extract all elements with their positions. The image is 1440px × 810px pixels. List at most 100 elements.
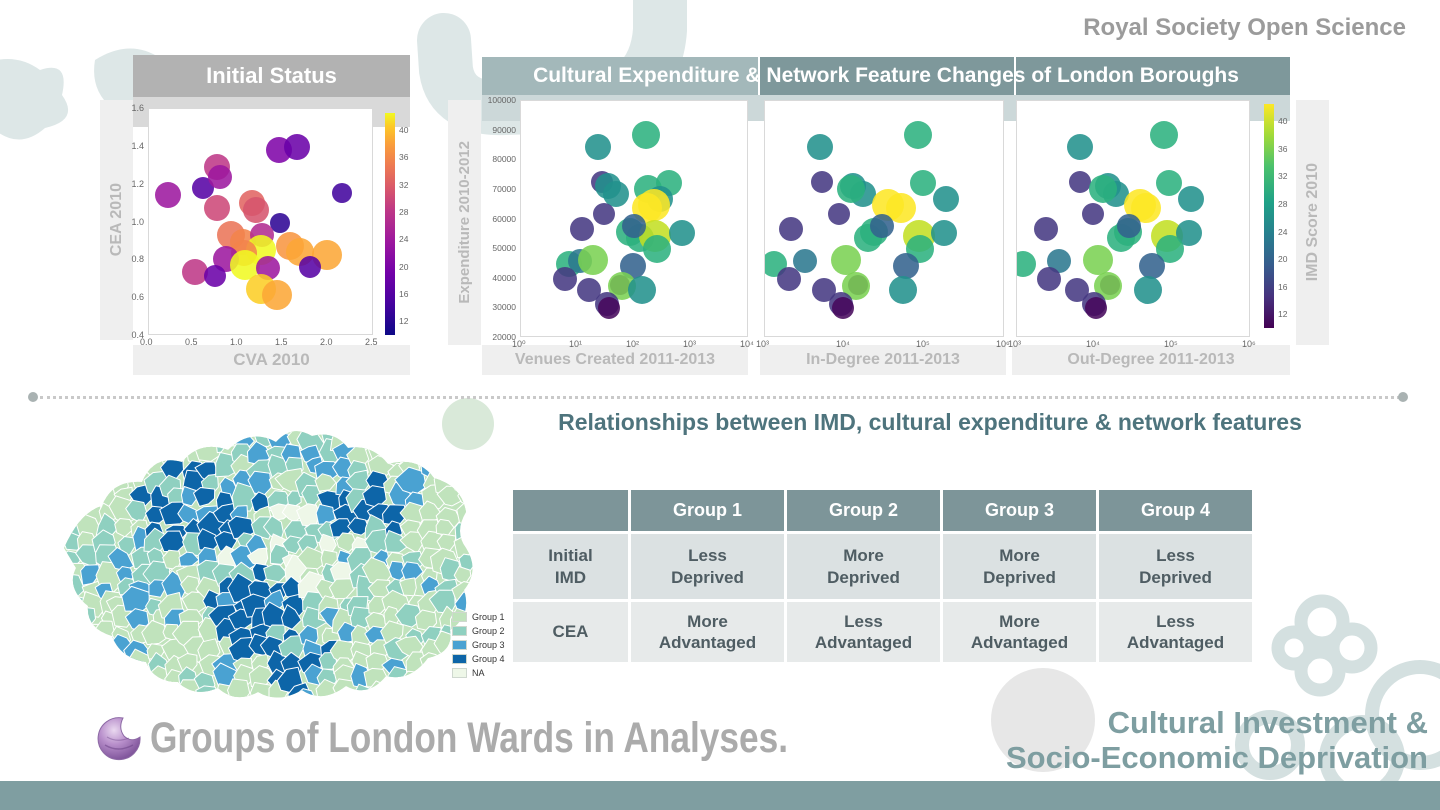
purple-blob-icon: [97, 717, 141, 761]
relationships-title: Relationships between IMD, cultural expe…: [558, 409, 1302, 435]
table-header-cell: Group 3: [943, 490, 1096, 531]
scatter-point: [778, 216, 803, 241]
map-cell: [263, 563, 288, 583]
map-cell: [195, 685, 221, 698]
map-cell: [64, 603, 72, 629]
scatter-point: [904, 120, 933, 149]
map-cell: [439, 456, 458, 476]
map-cell: [384, 530, 411, 553]
scatter-point: [593, 203, 616, 226]
table-header-cell: [513, 490, 628, 531]
scatter-point: [1034, 216, 1059, 241]
legend-label: Group 4: [472, 654, 505, 664]
map-cell: [64, 438, 86, 465]
table-row-label: CEA: [513, 602, 628, 662]
legend-item: NA: [452, 666, 505, 680]
map-cell: [401, 431, 427, 435]
x-tick-label: 10³: [683, 339, 697, 349]
map-cell: [402, 687, 422, 698]
scatter-point: [597, 297, 620, 320]
scatter-point: [1069, 170, 1092, 193]
map-cell: [64, 520, 68, 545]
scatter-point: [628, 276, 657, 305]
outdegree-plot: [1016, 100, 1250, 337]
scatter-point: [643, 235, 672, 264]
map-cell: [347, 517, 370, 536]
map-cell: [227, 678, 251, 698]
table-cell: More Advantaged: [943, 602, 1096, 662]
map-cell: [179, 431, 203, 433]
x-tick-label: 10⁴: [740, 339, 754, 349]
divider-dot-right: [1398, 392, 1408, 402]
colorbar-tick-label: 24: [1278, 226, 1288, 237]
scatter-point: [1089, 175, 1118, 204]
map-cell: [83, 472, 103, 491]
map-cell: [415, 441, 438, 469]
cea-axis-band: CEA 2010: [100, 100, 133, 340]
table-row-label: Initial IMD: [513, 534, 628, 599]
y-tick-label: 0.8: [131, 254, 144, 265]
scatter-point: [208, 164, 233, 189]
map-cell: [64, 591, 69, 614]
map-cell: [64, 636, 65, 658]
map-cell: [64, 620, 83, 642]
map-cell: [96, 431, 124, 433]
table-header-cell: Group 2: [787, 490, 940, 531]
colorbar-tick-label: 16: [399, 289, 409, 299]
y-tick-label: 70000: [492, 183, 516, 194]
map-cell: [365, 431, 388, 446]
map-cell: [64, 668, 66, 688]
indegree-axis-band: In-Degree 2011-2013: [760, 345, 1006, 375]
map-cell: [386, 431, 409, 452]
changes-header-title: Cultural Expenditure & Network Feature C…: [533, 64, 1239, 87]
map-cell: [85, 431, 104, 448]
map-cell: [64, 431, 70, 437]
scatter-point: [1116, 213, 1141, 238]
legend-label: Group 3: [472, 640, 505, 650]
map-cell: [67, 664, 83, 686]
scatter-point: [552, 266, 577, 291]
scatter-point: [1084, 297, 1107, 320]
legend-swatch: [452, 626, 467, 636]
colorbar-tick-label: 24: [399, 234, 409, 245]
map-cell: [64, 547, 67, 571]
map-cell: [148, 579, 166, 598]
map-cell: [64, 471, 68, 499]
map-cell: [454, 522, 473, 541]
map-cell: [81, 431, 107, 442]
scatter-point: [1150, 120, 1179, 149]
dotted-divider: [40, 396, 1400, 399]
map-cell: [79, 458, 101, 482]
scatter-point: [154, 182, 181, 209]
changes-header-seg2: [760, 57, 1014, 95]
bottom-bar: [0, 781, 1440, 810]
map-cell: [145, 431, 168, 452]
y-tick-label: 100000: [487, 95, 516, 105]
table-cell: More Deprived: [787, 534, 940, 599]
scatter-point: [584, 133, 611, 160]
scatter-point: [622, 213, 646, 238]
map-cell: [118, 443, 136, 464]
map-cell: [50, 624, 62, 642]
map-cell: [336, 431, 355, 432]
x-tick-label: 10⁶: [1242, 339, 1256, 349]
x-tick-label: 1.0: [230, 337, 243, 347]
venues-axis-band: Venues Created 2011-2013: [482, 345, 748, 375]
map-cell: [352, 683, 379, 698]
map-cell: [141, 431, 171, 439]
map-cell: [183, 432, 206, 451]
map-cell: [93, 647, 117, 674]
scatter-point: [930, 220, 957, 247]
plasma-colorbar: [385, 113, 395, 335]
y-tick-label: 0.6: [131, 292, 144, 303]
map-cell: [193, 487, 216, 507]
map-cell: [180, 486, 198, 507]
colorbar-tick-label: 20: [1278, 254, 1288, 265]
map-cell: [366, 431, 390, 434]
imd-axis-label: IMD Score 2010: [1303, 163, 1321, 282]
map-cell: [97, 442, 120, 465]
table-header-cell: Group 1: [631, 490, 784, 531]
map-cell: [64, 431, 88, 443]
map-cell: [64, 530, 65, 555]
